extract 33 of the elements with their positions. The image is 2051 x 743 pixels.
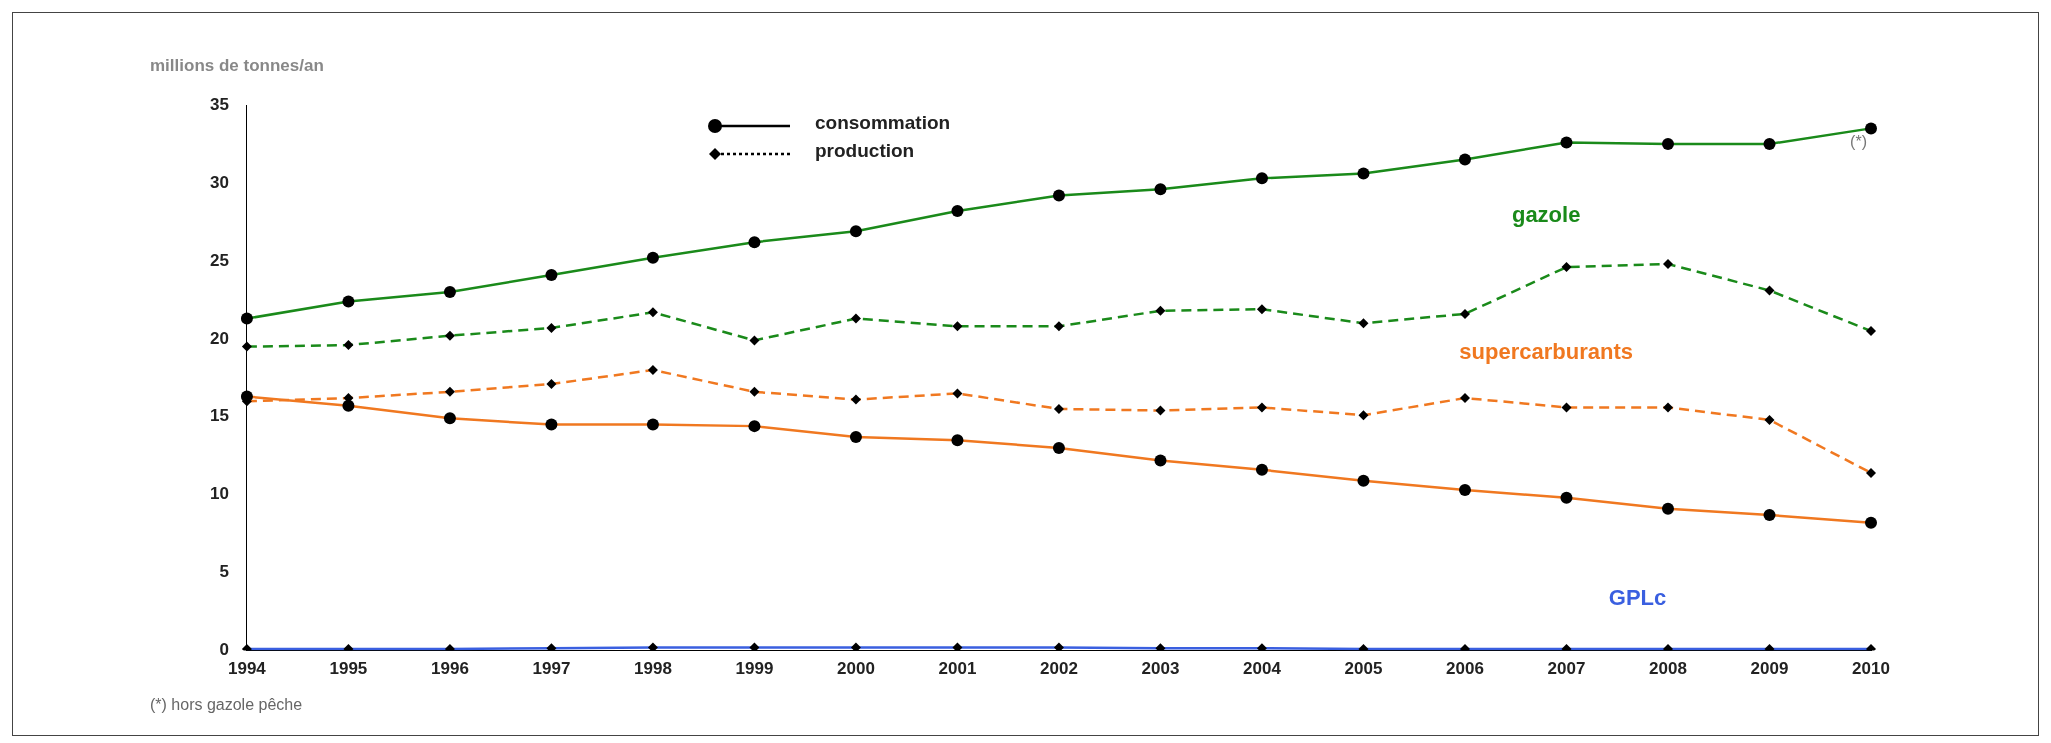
annotation: production	[815, 140, 915, 162]
x-tick-label: 1995	[329, 659, 368, 679]
annotation: consommation	[815, 112, 951, 134]
x-tick-label: 1998	[634, 659, 672, 679]
text: supercarburants	[1459, 339, 1633, 365]
y-tick-label: 5	[219, 562, 229, 582]
x-tick-label: 1994	[228, 659, 267, 679]
y-tick-label: 35	[209, 94, 229, 114]
y-tick-label: 30	[209, 172, 229, 192]
x-tick-label: 2010	[1852, 659, 1890, 679]
x-tick-label: 2001	[938, 659, 977, 679]
annotation: (*)	[1850, 132, 1867, 150]
x-tick-label: 2003	[1141, 659, 1180, 679]
x-tick-label: 2007	[1547, 659, 1586, 679]
y-tick-label: 25	[209, 250, 229, 270]
y-axis-title: millions de tonnes/an	[150, 55, 324, 75]
y-tick-label: 20	[209, 328, 229, 348]
x-tick-label: 2005	[1344, 659, 1383, 679]
x-tick-label: 1997	[532, 659, 571, 679]
text: gazole	[1511, 201, 1581, 227]
x-tick-label: 2008	[1649, 659, 1687, 679]
y-tick-label: 0	[219, 640, 229, 660]
x-tick-label: 1999	[735, 659, 774, 679]
x-tick-label: 2006	[1446, 659, 1484, 679]
y-tick-label: 15	[209, 406, 229, 426]
x-tick-label: 1996	[431, 659, 469, 679]
x-tick-label: 2000	[837, 659, 875, 679]
y-tick-label: 10	[209, 484, 229, 504]
text: (*) hors gazole pêche	[150, 696, 303, 714]
x-tick-label: 2004	[1243, 659, 1282, 679]
series-label: GPLc	[1608, 585, 1667, 611]
x-tick-label: 2002	[1040, 659, 1078, 679]
x-tick-label: 2009	[1750, 659, 1789, 679]
